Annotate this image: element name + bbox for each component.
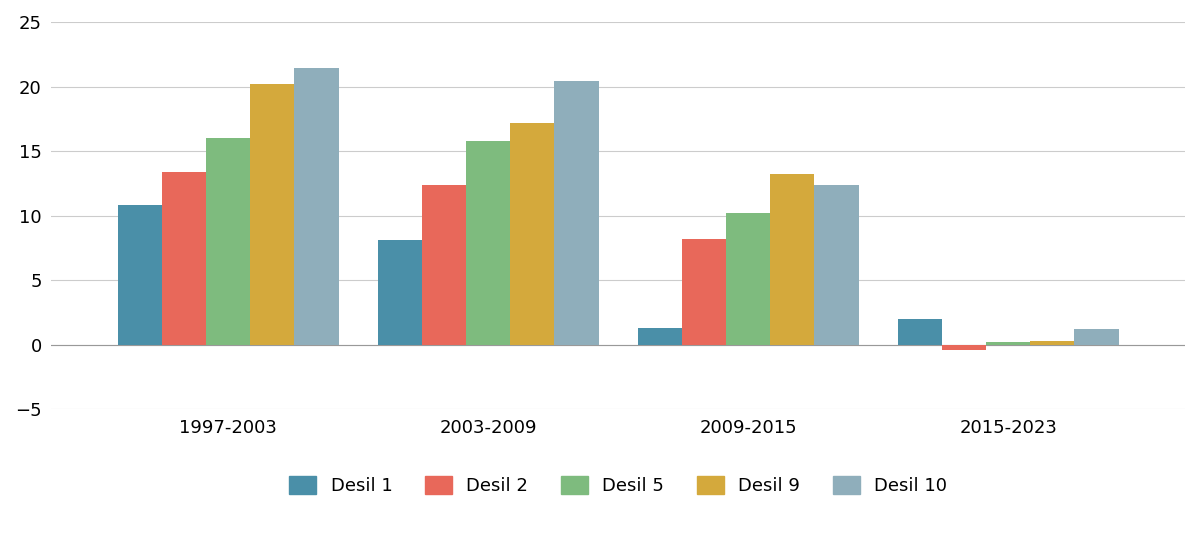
Bar <box>510 123 554 345</box>
Bar <box>637 328 682 345</box>
Bar <box>986 342 1031 345</box>
Bar <box>251 84 294 345</box>
Bar <box>466 141 510 345</box>
Bar <box>378 240 422 345</box>
Bar <box>815 185 859 345</box>
Bar <box>422 185 466 345</box>
Bar <box>118 205 162 345</box>
Bar <box>942 345 986 350</box>
Legend: Desil 1, Desil 2, Desil 5, Desil 9, Desil 10: Desil 1, Desil 2, Desil 5, Desil 9, Desi… <box>282 469 954 502</box>
Bar <box>726 213 770 345</box>
Bar <box>162 172 206 345</box>
Bar <box>1031 341 1074 345</box>
Bar <box>1074 329 1118 345</box>
Bar <box>770 174 815 345</box>
Bar <box>554 81 599 345</box>
Bar <box>898 319 942 345</box>
Bar <box>206 138 251 345</box>
Bar <box>682 239 726 345</box>
Bar <box>294 68 338 345</box>
